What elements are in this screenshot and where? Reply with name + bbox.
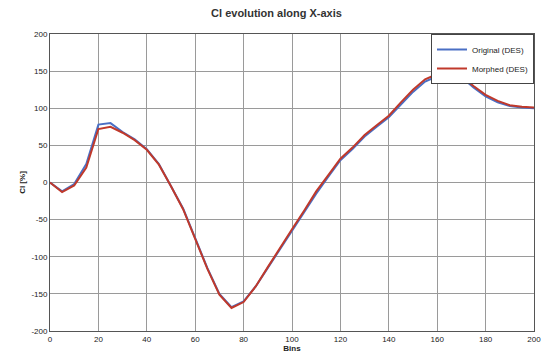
svg-text:200: 200 xyxy=(34,30,48,39)
svg-text:180: 180 xyxy=(479,335,493,344)
svg-text:0: 0 xyxy=(43,178,48,187)
svg-text:140: 140 xyxy=(382,335,396,344)
svg-text:50: 50 xyxy=(38,141,47,150)
svg-text:80: 80 xyxy=(239,335,248,344)
svg-text:Cl evolution along X-axis: Cl evolution along X-axis xyxy=(211,7,342,19)
svg-text:0: 0 xyxy=(48,335,53,344)
svg-text:Original (DES): Original (DES) xyxy=(472,46,524,55)
svg-text:-100: -100 xyxy=(31,253,48,262)
svg-text:Bins: Bins xyxy=(283,344,301,353)
svg-text:150: 150 xyxy=(34,67,48,76)
svg-text:Cl [%]: Cl [%] xyxy=(18,171,27,194)
svg-text:-50: -50 xyxy=(36,215,48,224)
svg-text:Morphed (DES): Morphed (DES) xyxy=(472,65,528,74)
svg-text:100: 100 xyxy=(285,335,299,344)
svg-text:40: 40 xyxy=(142,335,151,344)
svg-text:-200: -200 xyxy=(31,327,48,336)
svg-text:200: 200 xyxy=(527,335,541,344)
svg-text:60: 60 xyxy=(191,335,200,344)
svg-text:120: 120 xyxy=(334,335,348,344)
svg-text:160: 160 xyxy=(431,335,445,344)
svg-text:100: 100 xyxy=(34,104,48,113)
svg-text:-150: -150 xyxy=(31,290,48,299)
svg-text:20: 20 xyxy=(94,335,103,344)
